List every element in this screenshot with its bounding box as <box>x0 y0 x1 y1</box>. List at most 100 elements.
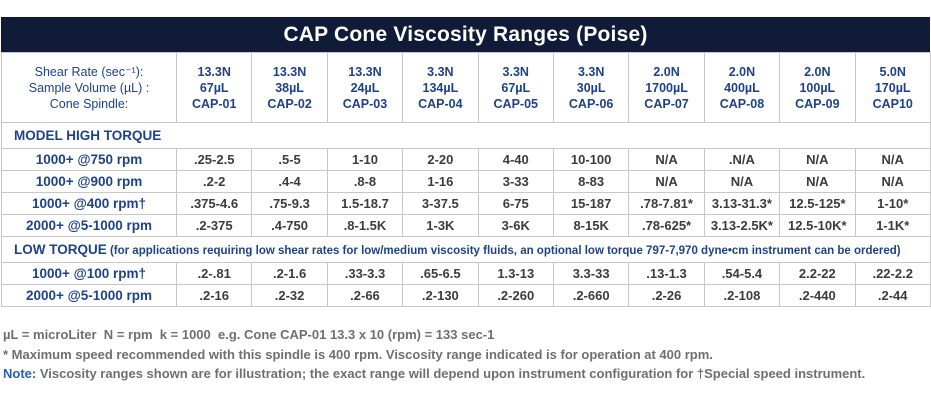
column-header-cap-08: 2.0N 400µL CAP-08 <box>703 52 781 123</box>
col-volume: 400µL <box>724 80 760 95</box>
range-cell: .65-6.5 <box>402 262 479 285</box>
section-label: LOW TORQUE <box>14 241 107 257</box>
column-header-cap-01: 13.3N 67µL CAP-01 <box>175 52 253 123</box>
range-cell: .78-7.81* <box>628 192 705 215</box>
col-volume: 38µL <box>275 80 304 95</box>
range-cell: 2-20 <box>402 148 479 171</box>
col-shear: 2.0N <box>728 64 756 79</box>
section-model-high-torque: MODEL HIGH TORQUE <box>1 122 931 149</box>
note-label: Note: <box>3 366 37 381</box>
range-cell: 4-40 <box>477 148 554 171</box>
col-spindle: CAP-02 <box>267 96 312 111</box>
section-header-cell: MODEL HIGH TORQUE <box>1 122 931 149</box>
range-cell: 3-33 <box>477 170 554 193</box>
row-2000-at-5-1000rpm-high: 2000+ @5-1000 rpm .2-375 .4-750 .8-1.5K … <box>1 214 931 237</box>
range-cell: .2-375 <box>175 214 253 237</box>
range-cell: 12.5-125* <box>779 192 856 215</box>
col-shear: 13.3N <box>348 64 382 79</box>
range-cell: 10-100 <box>552 148 630 171</box>
row-label: 2000+ @5-1000 rpm <box>1 214 177 237</box>
column-header-cap-03: 13.3N 24µL CAP-03 <box>326 52 404 123</box>
column-header-cap-06: 3.3N 30µL CAP-06 <box>552 52 630 123</box>
row-1000-at-750rpm: 1000+ @750 rpm .25-2.5 .5-5 1-10 2-20 4-… <box>1 148 931 171</box>
range-cell: 3.13-31.3* <box>703 192 781 215</box>
note-text: Viscosity ranges shown are for illustrat… <box>36 366 866 381</box>
col-volume: 1700µL <box>645 80 688 95</box>
col-spindle: CAP-03 <box>342 96 388 111</box>
footnote-note: Note: Viscosity ranges shown are for ill… <box>3 364 931 384</box>
range-cell: 1-3K <box>402 214 479 237</box>
col-shear: 5.0N <box>879 64 906 79</box>
col-shear: 13.3N <box>272 64 307 79</box>
row-1000-at-100rpm: 1000+ @100 rpm† .2-.81 .2-1.6 .33-3.3 .6… <box>1 262 931 285</box>
shear-rate-label: Shear Rate (sec⁻¹): <box>34 64 144 79</box>
range-cell: N/A <box>779 170 856 193</box>
col-volume: 134µL <box>422 80 459 95</box>
viscosity-table: Shear Rate (sec⁻¹): Sample Volume (µL) :… <box>1 52 931 307</box>
column-header-cap-09: 2.0N 100µL CAP-09 <box>779 52 856 123</box>
header-row-labels: Shear Rate (sec⁻¹): Sample Volume (µL) :… <box>1 52 177 123</box>
column-header-cap-04: 3.3N 134µL CAP-04 <box>402 52 479 123</box>
range-cell: .2-130 <box>402 284 479 307</box>
column-header-cap-07: 2.0N 1700µL CAP-07 <box>628 52 705 123</box>
range-cell: 12.5-10K* <box>779 214 856 237</box>
range-cell: 2.2-22 <box>779 262 856 285</box>
range-cell: 15-187 <box>552 192 630 215</box>
range-cell: .33-3.3 <box>326 262 404 285</box>
range-cell: .2-2 <box>175 170 253 193</box>
row-2000-at-5-1000rpm-low: 2000+ @5-1000 rpm .2-16 .2-32 .2-66 .2-1… <box>1 284 931 307</box>
range-cell: N/A <box>854 170 931 193</box>
cap-viscosity-datasheet: CAP Cone Viscosity Ranges (Poise) Shear … <box>1 17 931 384</box>
range-cell: 1.3-13 <box>477 262 554 285</box>
range-cell: 8-15K <box>552 214 630 237</box>
range-cell: 1-1K* <box>854 214 931 237</box>
section-label: MODEL HIGH TORQUE <box>14 127 162 143</box>
range-cell: .2-26 <box>628 284 705 307</box>
column-header-cap-02: 13.3N 38µL CAP-02 <box>251 52 328 123</box>
col-shear: 13.3N <box>197 64 231 79</box>
row-label: 2000+ @5-1000 rpm <box>1 284 177 307</box>
range-cell: 8-83 <box>552 170 630 193</box>
range-cell: .2-440 <box>779 284 856 307</box>
col-shear: 3.3N <box>502 64 529 79</box>
table-title-bar: CAP Cone Viscosity Ranges (Poise) <box>1 17 930 52</box>
col-volume: 67µL <box>501 80 531 95</box>
column-header-cap10: 5.0N 170µL CAP10 <box>854 52 931 123</box>
range-cell: .2-32 <box>251 284 328 307</box>
row-label: 1000+ @400 rpm† <box>1 192 177 215</box>
range-cell: .2-1.6 <box>251 262 328 285</box>
col-shear: 3.3N <box>427 64 454 79</box>
range-cell: .5-5 <box>251 148 328 171</box>
table-title: CAP Cone Viscosity Ranges (Poise) <box>283 23 648 46</box>
range-cell: N/A <box>628 148 705 171</box>
range-cell: 1.5-18.7 <box>326 192 404 215</box>
range-cell: .8-1.5K <box>326 214 404 237</box>
range-cell: N/A <box>703 170 781 193</box>
range-cell: 1-10 <box>326 148 404 171</box>
range-cell: .54-5.4 <box>703 262 781 285</box>
range-cell: 6-75 <box>477 192 554 215</box>
column-header-cap-05: 3.3N 67µL CAP-05 <box>477 52 554 123</box>
range-cell: .2-16 <box>175 284 253 307</box>
range-cell: N/A <box>779 148 856 171</box>
col-spindle: CAP-09 <box>795 96 840 111</box>
range-cell: .2-66 <box>326 284 404 307</box>
footnotes: µL = microLiter N = rpm k = 1000 e.g. Co… <box>3 325 931 384</box>
range-cell: .2-.81 <box>175 262 253 285</box>
range-cell: 1-10* <box>854 192 931 215</box>
range-cell: .75-9.3 <box>251 192 328 215</box>
col-volume: 24µL <box>350 80 380 95</box>
col-spindle: CAP-06 <box>568 96 614 111</box>
col-shear: 3.3N <box>577 64 605 79</box>
section-header-cell: LOW TORQUE (for applications requiring l… <box>1 236 931 263</box>
range-cell: N/A <box>854 148 931 171</box>
sample-volume-label: Sample Volume (µL) : <box>28 80 150 95</box>
row-1000-at-900rpm: 1000+ @900 rpm .2-2 .4-4 .8-8 1-16 3-33 … <box>1 170 931 193</box>
col-spindle: CAP-07 <box>644 96 689 111</box>
row-1000-at-400rpm: 1000+ @400 rpm† .375-4.6 .75-9.3 1.5-18.… <box>1 192 931 215</box>
col-spindle: CAP10 <box>872 96 913 111</box>
range-cell: .N/A <box>703 148 781 171</box>
table-header-row: Shear Rate (sec⁻¹): Sample Volume (µL) :… <box>1 52 931 123</box>
section-suffix: (for applications requiring low shear ra… <box>106 244 901 257</box>
range-cell: .2-44 <box>854 284 931 307</box>
